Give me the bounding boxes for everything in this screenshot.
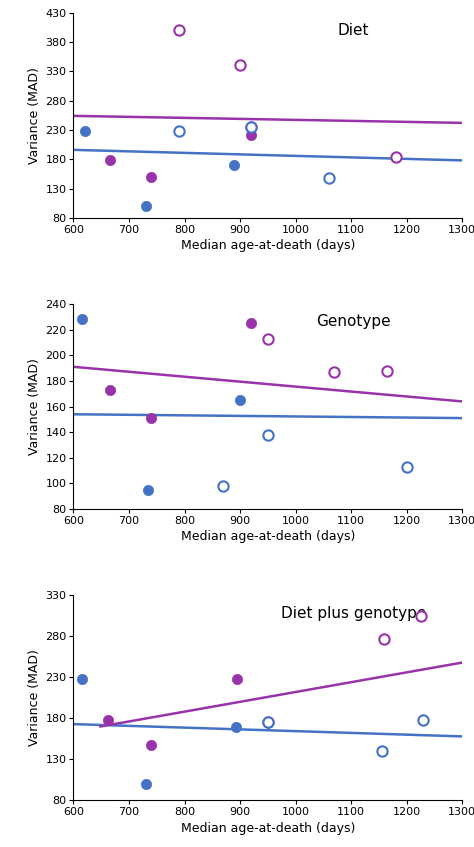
Point xyxy=(236,58,244,72)
Point xyxy=(247,317,255,330)
Y-axis label: Variance (MAD): Variance (MAD) xyxy=(28,650,41,746)
Point xyxy=(106,383,113,396)
Point xyxy=(147,412,155,425)
Point xyxy=(234,673,241,686)
Point xyxy=(105,713,112,727)
Point xyxy=(378,745,385,758)
Point xyxy=(78,673,86,686)
Point xyxy=(142,199,149,213)
Point xyxy=(419,713,427,727)
Point xyxy=(106,153,113,167)
Point xyxy=(247,128,255,141)
Point xyxy=(175,125,183,138)
Text: Diet plus genotype: Diet plus genotype xyxy=(281,606,426,621)
Point xyxy=(264,332,272,346)
Point xyxy=(231,158,238,172)
Point xyxy=(232,720,240,734)
Point xyxy=(78,313,86,326)
Y-axis label: Variance (MAD): Variance (MAD) xyxy=(28,67,41,163)
Point xyxy=(403,460,410,473)
Point xyxy=(147,170,155,184)
Point xyxy=(331,365,338,379)
Point xyxy=(236,393,244,407)
Point xyxy=(381,632,388,645)
Point xyxy=(219,479,227,493)
Point xyxy=(142,778,149,791)
Point xyxy=(145,483,152,496)
Y-axis label: Variance (MAD): Variance (MAD) xyxy=(28,358,41,455)
Point xyxy=(264,428,272,441)
Point xyxy=(175,24,183,37)
X-axis label: Median age-at-death (days): Median age-at-death (days) xyxy=(181,822,355,834)
Point xyxy=(264,716,272,729)
Point xyxy=(147,738,155,751)
X-axis label: Median age-at-death (days): Median age-at-death (days) xyxy=(181,239,355,252)
Text: Genotype: Genotype xyxy=(316,314,391,329)
X-axis label: Median age-at-death (days): Median age-at-death (days) xyxy=(181,530,355,543)
Point xyxy=(264,716,272,729)
Point xyxy=(247,120,255,134)
Point xyxy=(81,125,88,138)
Text: Diet: Diet xyxy=(337,23,369,38)
Point xyxy=(417,609,424,623)
Point xyxy=(392,151,399,164)
Point xyxy=(325,171,333,185)
Point xyxy=(383,364,391,378)
Point xyxy=(247,120,255,134)
